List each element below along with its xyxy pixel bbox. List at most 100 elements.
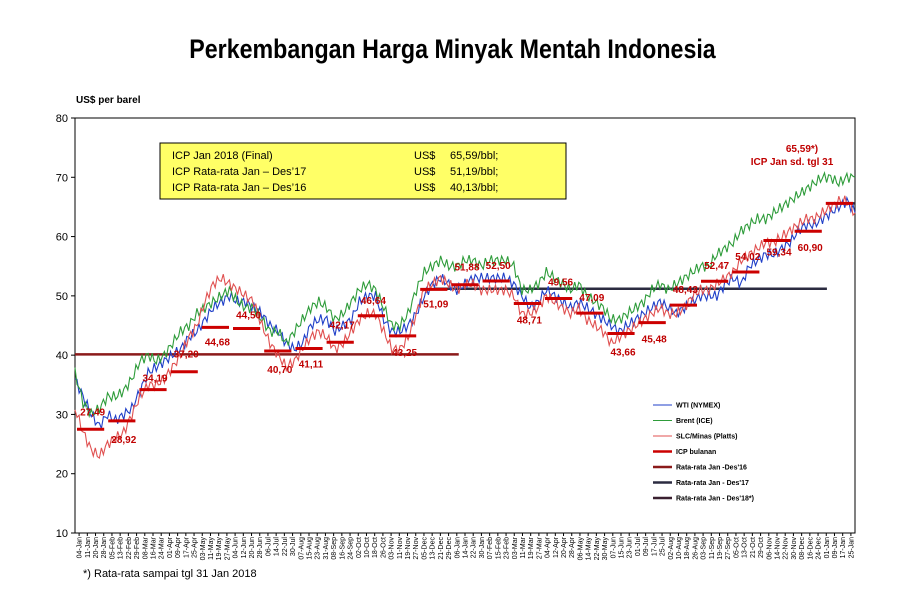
top-annotation-value: 65,59*) [786, 144, 818, 155]
x-tick-label: 02-Aug [668, 537, 675, 560]
x-tick-label: 25-Jan [848, 537, 855, 559]
y-tick-label: 10 [56, 528, 68, 540]
y-tick-label: 80 [56, 113, 68, 125]
icp-data-label: 51,88 [454, 263, 479, 274]
icp-data-label: 43,66 [610, 347, 635, 358]
x-tick-label: 14-May [586, 537, 593, 561]
icp-data-label: 37,20 [174, 350, 199, 361]
x-tick-label: 19-Mar [528, 536, 535, 559]
x-tick-label: 30-Jan [479, 537, 486, 559]
x-tick-label: 11-Sep [709, 537, 716, 559]
x-tick-label: 14-Nov [775, 537, 782, 560]
legend-label: SLC/Minas (Platts) [676, 434, 737, 441]
info-box-background [159, 142, 567, 200]
icp-data-label: 47,09 [579, 293, 604, 304]
y-tick-label: 60 [56, 232, 68, 244]
legend: WTI (NYMEX) Brent (ICE) SLC/Minas (Platts)… [653, 403, 754, 503]
x-tick-label: 09-Jan [832, 537, 839, 559]
x-tick-label: 04-Jun [233, 537, 240, 559]
x-tick-label: 20-Jan [93, 537, 100, 559]
y-axis-unit-label: US$ per barel [76, 95, 141, 106]
x-tick-label: 06-May [577, 537, 584, 561]
x-tick-label: 08-Dec [799, 537, 806, 560]
x-tick-label: 27-Mar [536, 536, 543, 559]
legend-label: Brent (ICE) [676, 418, 713, 425]
x-tick-label: 03-Mar [512, 536, 519, 559]
x-tick-label: 01-Jul [635, 537, 642, 557]
icp-data-label: 27,49 [80, 407, 105, 418]
icp-data-label: 52,47 [704, 261, 729, 272]
info-box: ICP Jan 2018 (Final) US$ 65,59/bbl; ICP Rat… [159, 142, 567, 200]
x-tick-label: 29-Oct [758, 537, 765, 558]
x-tick-label: 20-Jun [249, 537, 256, 559]
icp-data-label: 51,09 [423, 299, 448, 310]
x-tick-label: 30-Nov [791, 537, 798, 560]
icp-data-label: 43,25 [392, 348, 417, 359]
x-tick-label: 27-Nov [413, 537, 420, 560]
icp-data-label: 60,90 [798, 243, 823, 254]
x-tick-label: 11-Mar [520, 536, 527, 558]
info-box-label: ICP Jan 2018 (Final) [172, 150, 273, 162]
icp-data-label: 49,56 [548, 277, 573, 288]
x-tick-label: 27-May [224, 537, 231, 561]
x-tick-label: 25-Jul [660, 537, 667, 557]
x-tick-label: 07-Jun [610, 537, 617, 559]
legend-label: ICP bulanan [676, 449, 716, 456]
x-tick-label: 15-Jun [619, 537, 626, 559]
icp-data-label: 44,50 [236, 310, 261, 321]
x-tick-label: 30-Jul [290, 537, 297, 557]
x-tick-label: 22-Jul [282, 537, 289, 557]
x-tick-label: 05-Dec [421, 537, 428, 560]
x-tick-label: 22-Nov [783, 537, 790, 560]
x-tick-label: 11-May [208, 537, 215, 560]
x-tick-label: 30-May [602, 537, 609, 561]
x-tick-label: 16-Mar [151, 536, 158, 559]
x-tick-label: 23-Feb [504, 537, 511, 559]
icp-data-label: 45,48 [642, 335, 667, 346]
legend-label: Rata-rata Jan -Des'16 [676, 465, 747, 472]
x-tick-label: 12-Jun [241, 537, 248, 559]
top-annotation: 65,59*) ICP Jan sd. tgl 31 [751, 144, 834, 168]
x-tick-label: 17-Jan [840, 537, 847, 559]
x-tick-label: 22-May [594, 537, 601, 561]
top-annotation-note: ICP Jan sd. tgl 31 [751, 157, 834, 168]
icp-data-label: 52,50 [486, 261, 511, 272]
info-box-label: ICP Rata-rata Jan – Des’17 [172, 166, 306, 178]
info-box-value: 40,13/bbl; [450, 182, 498, 194]
x-tick-label: 10-Aug [676, 537, 683, 560]
legend-label: Rata-rata Jan - Des'17 [676, 480, 749, 487]
x-tick-label: 27-Sep [725, 537, 732, 560]
info-box-label: ICP Rata-rata Jan – Des’16 [172, 182, 306, 194]
brent-series-line [74, 171, 856, 419]
info-box-currency: US$ [414, 166, 435, 178]
slc-series-line [74, 195, 856, 460]
x-tick-label: 03-Sep [701, 537, 708, 560]
x-tick-label: 05-Feb [109, 537, 116, 559]
x-tick-label: 11-Jan [85, 537, 92, 558]
y-tick-label: 20 [56, 469, 68, 481]
x-tick-label: 29-Feb [134, 537, 141, 559]
x-tick-label: 17-Apr [183, 536, 190, 558]
legend-label: Rata-rata Jan - Des'18*) [676, 496, 754, 503]
x-tick-label: 09-Jul [643, 537, 650, 557]
icp-data-label: 40,70 [267, 365, 292, 376]
x-tick-label: 25-Apr [192, 536, 199, 558]
x-tick-label: 17-Jul [651, 537, 658, 557]
x-tick-label: 11-Nov [397, 537, 404, 560]
x-tick-label: 16-Sep [339, 537, 346, 560]
x-tick-label: 09-Apr [175, 536, 182, 558]
x-tick-label: 22-Feb [126, 537, 133, 559]
x-tick-label: 06-Nov [766, 537, 773, 560]
icp-data-label: 28,92 [111, 435, 136, 446]
x-tick-label: 13-Oct [742, 537, 749, 558]
x-tick-label: 08-Mar [142, 536, 149, 559]
x-tick-label: 28-Apr [569, 536, 576, 558]
footnote: *) Rata-rata sampai tgl 31 Jan 2018 [83, 568, 257, 580]
info-box-value: 51,19/bbl; [450, 166, 498, 178]
info-box-currency: US$ [414, 182, 435, 194]
x-tick-label: 01-Jan [824, 537, 831, 559]
x-tick-label: 23-Aug [315, 537, 322, 560]
x-tick-label: 14-Jan [463, 537, 470, 559]
x-tick-label: 15-Feb [495, 537, 502, 559]
x-tick-label: 05-Oct [733, 537, 740, 558]
